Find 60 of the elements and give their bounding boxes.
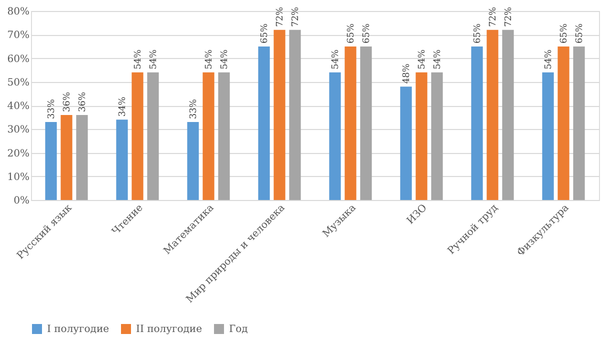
bar bbox=[502, 30, 514, 200]
data-label: 54% bbox=[204, 48, 214, 70]
bar bbox=[202, 72, 214, 200]
data-label: 34% bbox=[118, 96, 128, 117]
data-label: 65% bbox=[574, 22, 585, 44]
y-tick-label: 50% bbox=[7, 77, 30, 88]
bar bbox=[76, 114, 88, 200]
bar bbox=[573, 46, 585, 200]
bar bbox=[45, 122, 57, 200]
data-label: 65% bbox=[260, 22, 270, 44]
bar bbox=[344, 46, 356, 200]
bar bbox=[289, 30, 301, 200]
bar bbox=[116, 120, 128, 200]
data-label: 33% bbox=[47, 98, 58, 120]
data-label: 72% bbox=[488, 6, 498, 27]
bar bbox=[416, 72, 428, 200]
data-label: 65% bbox=[346, 22, 356, 44]
bar bbox=[274, 30, 286, 200]
bar bbox=[329, 72, 341, 200]
data-label: 54% bbox=[432, 48, 443, 70]
bar bbox=[147, 72, 159, 200]
data-label: 65% bbox=[362, 22, 372, 44]
data-label: 54% bbox=[331, 48, 342, 70]
data-label: 72% bbox=[290, 6, 301, 27]
bar bbox=[471, 46, 483, 200]
bar bbox=[187, 122, 199, 200]
y-tick-label: 60% bbox=[7, 54, 30, 65]
bar bbox=[400, 86, 412, 200]
y-tick-label: 0% bbox=[14, 196, 30, 206]
bar bbox=[542, 72, 554, 200]
bar bbox=[360, 46, 372, 200]
y-tick-label: 10% bbox=[7, 172, 30, 183]
bar bbox=[132, 72, 144, 200]
y-tick-label: 80% bbox=[7, 6, 30, 18]
data-label: 72% bbox=[276, 6, 286, 27]
y-tick-label: 40% bbox=[7, 101, 30, 112]
data-label: 54% bbox=[418, 48, 428, 70]
y-tick-label: 70% bbox=[7, 30, 30, 42]
data-label: 72% bbox=[504, 6, 514, 27]
data-label: 33% bbox=[189, 98, 200, 120]
y-tick-label: 20% bbox=[7, 148, 30, 160]
legend-label: I полугодие bbox=[47, 324, 110, 335]
y-tick-label: 30% bbox=[7, 124, 30, 136]
data-label: 54% bbox=[220, 48, 230, 70]
bar bbox=[60, 114, 72, 200]
data-label: 48% bbox=[402, 63, 412, 84]
data-label: 65% bbox=[560, 22, 570, 44]
data-label: 36% bbox=[62, 92, 72, 112]
legend-label: II полугодие bbox=[136, 324, 202, 335]
data-label: 54% bbox=[148, 48, 159, 70]
bar bbox=[558, 46, 570, 200]
data-label: 54% bbox=[134, 48, 144, 70]
legend-label: Год bbox=[229, 324, 248, 335]
bar bbox=[431, 72, 443, 200]
data-label: 36% bbox=[78, 92, 88, 112]
bar bbox=[486, 30, 498, 200]
bar bbox=[258, 46, 270, 200]
data-label: 65% bbox=[473, 22, 484, 44]
bar bbox=[218, 72, 230, 200]
data-label: 54% bbox=[544, 48, 554, 70]
